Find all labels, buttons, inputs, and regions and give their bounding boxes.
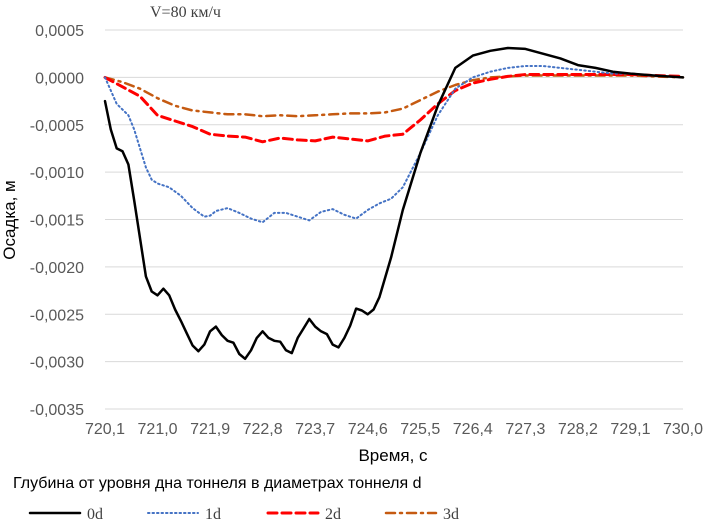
x-tick-label-3: 722,8 [243,421,283,438]
x-tick-label-0: 720,1 [85,421,125,438]
y-tick-label-3: -0,0010 [30,165,84,182]
series-line-0d [103,46,685,361]
legend: 0d 1d 2d 3d [28,506,459,523]
plot-series [103,46,685,361]
y-tick-label-5: -0,0020 [30,260,84,277]
legend-label-1d: 1d [205,506,221,523]
x-tick-label-7: 726,4 [453,421,493,438]
series-line-3d [103,74,685,118]
y-tick-label-2: -0,0005 [30,118,84,135]
x-tick-label-11: 730,0 [663,421,703,438]
gridlines [105,29,683,410]
x-tick-label-8: 727,3 [505,421,545,438]
x-tick-label-6: 725,5 [400,421,440,438]
y-tick-label-8: -0,0035 [30,402,84,419]
y-tick-label-0: 0,0005 [35,23,84,40]
chart-title: V=80 км/ч [150,4,221,21]
x-tick-label-10: 729,1 [610,421,650,438]
legend-label-3d: 3d [443,506,459,523]
legend-title: Глубина от уровня дна тоннеля в диаметра… [13,475,421,492]
x-tick-label-4: 723,7 [295,421,335,438]
y-tick-label-6: -0,0025 [30,307,84,324]
x-tick-label-2: 721,9 [190,421,230,438]
x-axis-title: Время, с [358,446,428,465]
series-line-1d [104,65,684,224]
y-axis-title: Осадка, м [0,180,19,260]
series-line-2d [103,73,685,144]
legend-label-0d: 0d [87,506,103,523]
x-tick-label-9: 728,2 [558,421,598,438]
x-tick-labels: 720,1 721,0 721,9 722,8 723,7 724,6 725,5 726,4… [85,421,703,438]
y-tick-label-4: -0,0015 [30,213,84,230]
x-tick-label-5: 724,6 [348,421,388,438]
legend-label-2d: 2d [325,506,341,523]
y-tick-label-1: 0,0000 [35,70,84,87]
x-tick-label-1: 721,0 [138,421,178,438]
y-tick-labels: 0,0005 0,0000 -0,0005 -0,0010 -0,0015 -0,0020… [30,23,84,419]
y-tick-label-7: -0,0030 [30,355,84,372]
